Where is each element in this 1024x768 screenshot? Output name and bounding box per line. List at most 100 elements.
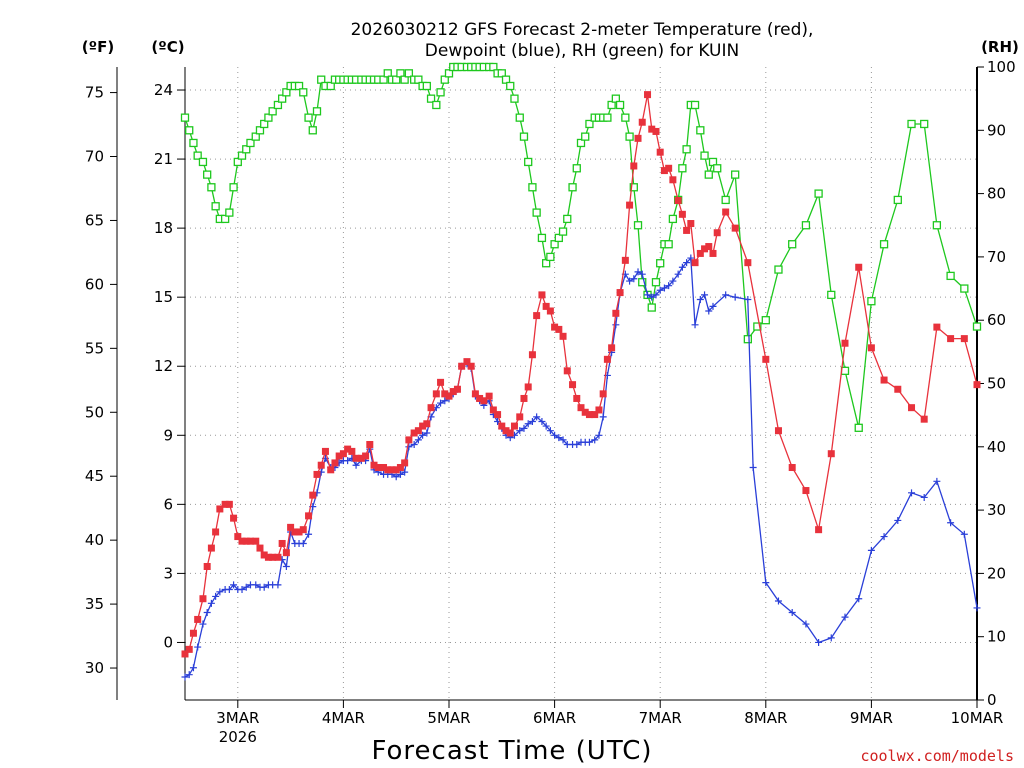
temperature-point: [634, 134, 642, 142]
rh-point: [854, 423, 863, 432]
dewpoint-point: [551, 431, 559, 439]
temperature-point: [291, 528, 299, 536]
temperature-point: [656, 148, 664, 156]
dewpoint-point: [630, 275, 638, 283]
rh-tick-label: 80: [987, 185, 1006, 203]
dewpoint-point: [894, 516, 902, 524]
x-tick-label: 3MAR: [216, 709, 259, 727]
dewpoint-point: [585, 438, 593, 446]
temperature-point: [524, 383, 532, 391]
dewpoint-point: [203, 609, 211, 617]
temperature-point: [555, 325, 563, 333]
temperature-point: [321, 447, 329, 455]
fahrenheit-tick-label: 40: [85, 531, 104, 549]
temperature-point: [815, 526, 823, 534]
temperature-point: [278, 539, 286, 547]
rh-point: [379, 75, 388, 84]
dewpoint-point: [652, 291, 660, 299]
temperature-point: [264, 553, 272, 561]
temperature-point: [392, 466, 400, 474]
temperature-point: [802, 487, 810, 495]
temperature-point: [616, 289, 624, 297]
x-tick-label: 7MAR: [639, 709, 682, 727]
temperature-point: [282, 549, 290, 557]
temperature-point: [595, 406, 603, 414]
rh-point: [621, 113, 630, 122]
rh-point: [519, 132, 529, 141]
dewpoint-point: [595, 431, 603, 439]
rh-point: [273, 100, 283, 110]
temperature-point: [467, 362, 475, 370]
rh-point: [700, 151, 709, 160]
temperature-point: [445, 392, 453, 400]
celsius-axis-unit: (ºC): [151, 38, 184, 56]
temperature-point: [608, 344, 616, 352]
dewpoint-point: [665, 282, 673, 290]
credit-link[interactable]: coolwx.com/models: [860, 747, 1014, 765]
dewpoint-point: [207, 599, 215, 607]
temperature-point: [920, 415, 928, 423]
temperature-point: [788, 464, 796, 472]
dewpoint-point: [573, 440, 581, 448]
dewpoint-point: [516, 427, 524, 435]
rh-point: [946, 271, 955, 281]
temperature-point: [709, 249, 717, 257]
rh-point: [603, 113, 612, 122]
temperature-point: [396, 464, 404, 472]
chart-series: [180, 62, 982, 681]
dewpoint-point: [591, 436, 599, 444]
rh-point: [282, 88, 291, 97]
temperature-point: [701, 245, 709, 253]
rh-point: [432, 100, 441, 110]
rh-tick-label: 90: [987, 121, 1006, 139]
dewpoint-point: [683, 259, 691, 267]
x-tick-label: 4MAR: [322, 709, 365, 727]
fahrenheit-tick-label: 45: [85, 467, 104, 485]
rh-point: [326, 81, 335, 91]
dewpoint-point: [305, 530, 313, 538]
temperature-point: [246, 537, 254, 545]
dewpoint-point: [656, 286, 664, 294]
dewpoint-line: [184, 256, 978, 678]
temperature-point: [559, 332, 567, 340]
dewpoint-point: [855, 595, 863, 603]
temperature-point: [313, 470, 321, 478]
temperature-point: [181, 650, 189, 658]
rh-point: [713, 164, 722, 173]
temperature-point: [603, 355, 611, 363]
rh-point: [189, 138, 198, 148]
temperature-point: [612, 309, 620, 317]
temperature-point: [498, 422, 506, 430]
x-tick-label: 8MAR: [744, 709, 787, 727]
temperature-line: [184, 94, 978, 655]
rh-point: [647, 303, 656, 312]
rh-point: [392, 75, 401, 84]
rh-point: [299, 88, 308, 97]
dewpoint-point: [867, 546, 875, 554]
rh-point: [203, 170, 212, 179]
temperature-point: [696, 249, 704, 257]
rh-point: [563, 214, 572, 224]
fahrenheit-axis-unit: (ºF): [82, 38, 114, 56]
temperature-point: [489, 406, 497, 414]
temperature-point: [252, 537, 260, 545]
dewpoint-point: [260, 583, 268, 591]
fahrenheit-tick-label: 65: [85, 211, 104, 229]
dewpoint-point: [437, 399, 445, 407]
rh-point: [542, 259, 551, 268]
temperature-point: [705, 243, 713, 251]
rh-point: [629, 183, 638, 192]
dewpoint-point: [599, 413, 607, 421]
temperature-point: [841, 339, 849, 347]
dewpoint-point: [352, 461, 360, 469]
celsius-tick-label: 15: [154, 288, 173, 306]
rh-point: [524, 157, 533, 167]
dewpoint-point: [555, 434, 563, 442]
temperature-point: [973, 381, 981, 389]
dewpoint-point: [815, 638, 823, 646]
rh-point: [753, 322, 762, 331]
temperature-point: [410, 429, 418, 437]
rh-tick-label: 50: [987, 375, 1006, 393]
dewpoint-point: [194, 643, 202, 651]
